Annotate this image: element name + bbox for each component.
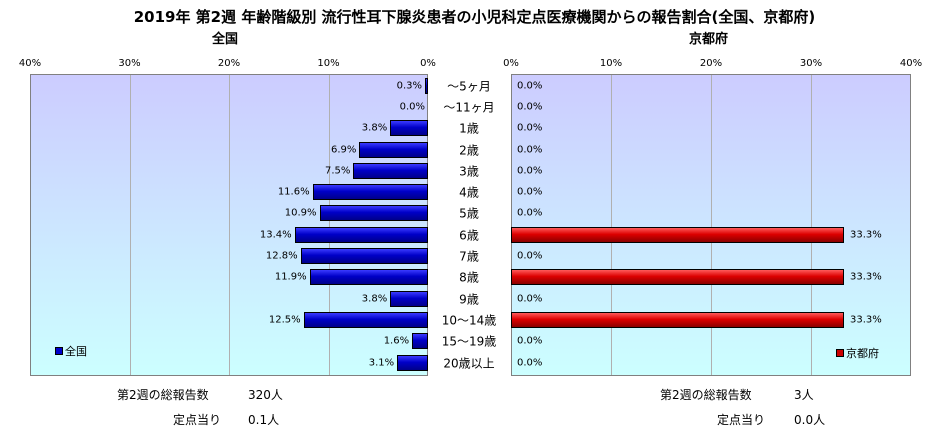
x-tick-label-right: 20% xyxy=(699,58,723,69)
legend-swatch-national xyxy=(55,347,63,355)
x-tick-label-left: 30% xyxy=(118,58,141,69)
data-label-national: 12.5% xyxy=(268,314,301,326)
legend-label-national: 全国 xyxy=(65,345,87,358)
bar-national xyxy=(425,77,428,94)
x-tick-label-right: 40% xyxy=(899,58,923,69)
right-per-value: 0.0人 xyxy=(794,413,826,427)
legend-label-kyoto: 京都府 xyxy=(846,347,879,360)
category-label: 9歳 xyxy=(459,292,479,307)
data-label-kyoto: 0.0% xyxy=(517,101,543,113)
gridline xyxy=(129,75,131,375)
legend-right: 京都府 xyxy=(836,345,879,361)
bar-national xyxy=(303,311,428,328)
data-label-kyoto: 33.3% xyxy=(850,314,882,326)
bar-national xyxy=(319,205,428,222)
data-label-national: 13.4% xyxy=(259,229,292,241)
category-label: 6歳 xyxy=(459,228,479,243)
category-label: ～11ヶ月 xyxy=(443,100,495,115)
gridline xyxy=(811,75,812,375)
data-label-kyoto: 33.3% xyxy=(850,229,882,241)
data-label-national: 3.8% xyxy=(361,122,388,134)
category-label: 15～19歳 xyxy=(441,334,497,349)
data-label-national: 3.8% xyxy=(361,293,388,305)
bar-national xyxy=(294,226,428,243)
left-per-label: 定点当り xyxy=(173,413,222,427)
bar-kyoto xyxy=(511,269,844,286)
right-per-label: 定点当り xyxy=(717,413,766,427)
left-total-value: 320人 xyxy=(248,388,283,402)
right-plot-area xyxy=(511,74,911,376)
data-label-kyoto: 0.0% xyxy=(517,186,543,198)
x-tick-label-left: 0% xyxy=(420,58,436,69)
gridline xyxy=(229,75,230,375)
data-label-kyoto: 33.3% xyxy=(850,271,882,283)
data-label-national: 11.6% xyxy=(277,186,310,198)
right-total-label: 第2週の総報告数 xyxy=(660,388,752,402)
chart-title: 2019年 第2週 年齢階級別 流行性耳下腺炎患者の小児科定点医療機関からの報告… xyxy=(133,8,816,26)
data-label-national: 7.5% xyxy=(324,165,351,177)
legend-left: 全国 xyxy=(55,343,87,359)
data-label-kyoto: 0.0% xyxy=(517,144,543,156)
data-label-national: 11.9% xyxy=(274,271,307,283)
x-tick-label-right: 30% xyxy=(799,58,823,69)
data-label-kyoto: 0.0% xyxy=(517,293,543,305)
x-tick-label-left: 40% xyxy=(18,58,42,69)
data-label-national: 3.1% xyxy=(368,357,395,369)
gridline xyxy=(611,75,612,375)
bar-kyoto xyxy=(511,311,844,328)
x-tick-label-left: 20% xyxy=(217,58,241,69)
category-label: 10～14歳 xyxy=(441,313,497,328)
category-label: 4歳 xyxy=(459,185,479,200)
data-label-kyoto: 0.0% xyxy=(517,207,543,219)
category-label: 7歳 xyxy=(459,249,479,264)
bar-national xyxy=(353,162,428,179)
data-label-kyoto: 0.0% xyxy=(517,165,543,177)
bar-national xyxy=(300,248,428,265)
category-label: 1歳 xyxy=(459,121,479,136)
bar-national xyxy=(412,333,428,350)
data-label-national: 0.3% xyxy=(396,80,423,92)
bar-kyoto xyxy=(511,226,844,243)
bar-national xyxy=(312,184,428,201)
data-label-national: 10.9% xyxy=(284,207,317,219)
gridline xyxy=(711,75,712,375)
x-tick-label-right: 10% xyxy=(599,58,623,69)
bar-national xyxy=(309,269,428,286)
category-label: 5歳 xyxy=(459,206,479,221)
legend-swatch-kyoto xyxy=(836,349,844,357)
data-label-kyoto: 0.0% xyxy=(517,357,543,369)
left-plot-area xyxy=(30,74,428,376)
category-label: 3歳 xyxy=(459,164,479,179)
category-label: 20歳以上 xyxy=(443,356,495,371)
left-panel-title: 全国 xyxy=(212,32,239,47)
x-tick-label-right: 0% xyxy=(503,58,519,69)
category-label: 2歳 xyxy=(459,143,479,158)
data-label-kyoto: 0.0% xyxy=(517,335,543,347)
gridline xyxy=(328,75,330,375)
bar-national xyxy=(390,120,428,137)
x-tick-label-left: 10% xyxy=(317,58,340,69)
bar-national xyxy=(359,141,428,158)
bar-national xyxy=(397,354,428,371)
bar-national xyxy=(390,290,428,307)
data-label-national: 0.0% xyxy=(399,101,425,113)
data-label-kyoto: 0.0% xyxy=(517,122,543,134)
left-total-label: 第2週の総報告数 xyxy=(117,388,209,402)
data-label-kyoto: 0.0% xyxy=(517,80,543,92)
data-label-national: 6.9% xyxy=(330,144,357,156)
right-panel-title: 京都府 xyxy=(689,32,729,47)
left-per-value: 0.1人 xyxy=(248,413,280,427)
right-total-value: 3人 xyxy=(794,388,814,402)
data-label-national: 12.8% xyxy=(265,250,298,262)
data-label-national: 1.6% xyxy=(383,335,410,347)
data-label-kyoto: 0.0% xyxy=(517,250,543,262)
category-label: ～5ヶ月 xyxy=(447,79,491,94)
category-label: 8歳 xyxy=(459,270,479,285)
